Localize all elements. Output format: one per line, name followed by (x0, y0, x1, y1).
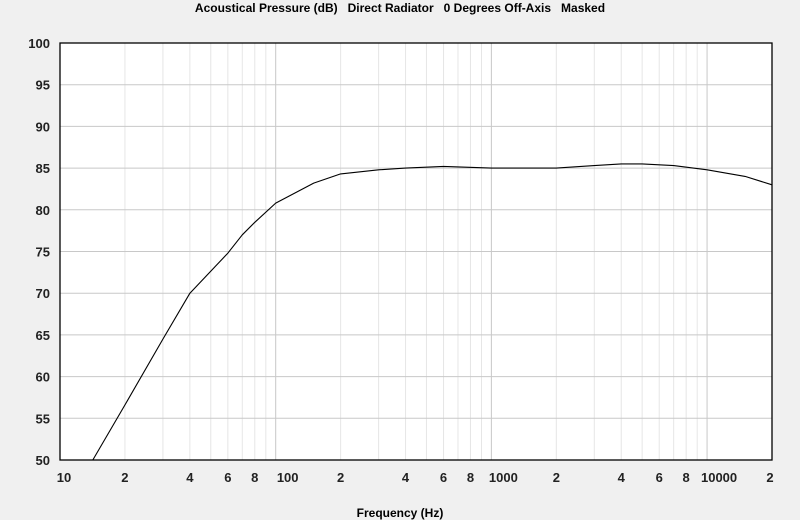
x-tick-label: 8 (683, 470, 690, 485)
x-tick-label: 4 (402, 470, 410, 485)
series-line (92, 163, 773, 461)
x-tick-label: 1000 (489, 470, 518, 485)
x-tick-label: 2 (121, 470, 128, 485)
y-tick-label: 95 (36, 78, 50, 93)
x-axis-label: Frequency (Hz) (356, 506, 444, 520)
chart-title: Acoustical Pressure (dB) Direct Radiator… (194, 1, 606, 15)
y-tick-label: 85 (36, 161, 50, 176)
plot-border (59, 42, 773, 461)
y-tick-label: 65 (36, 328, 50, 343)
x-tick-label: 100 (277, 470, 299, 485)
y-tick-label: 60 (36, 370, 50, 385)
y-tick-label: 55 (36, 411, 50, 426)
x-tick-label: 4 (186, 470, 194, 485)
x-tick-label: 2 (337, 470, 344, 485)
y-tick-label: 80 (36, 203, 50, 218)
x-tick-label: 10000 (701, 470, 737, 485)
x-tick-label: 8 (467, 470, 474, 485)
y-tick-label: 90 (36, 119, 50, 134)
x-tick-label: 6 (224, 470, 231, 485)
x-tick-label: 4 (618, 470, 626, 485)
y-tick-label: 75 (36, 245, 50, 260)
x-tick-label: 2 (766, 470, 773, 485)
x-tick-label: 10 (57, 470, 71, 485)
x-tick-label: 8 (251, 470, 258, 485)
y-tick-label: 100 (28, 36, 50, 51)
y-tick-label: 70 (36, 286, 50, 301)
x-tick-label: 6 (656, 470, 663, 485)
x-tick-label: 2 (553, 470, 560, 485)
x-tick-label: 6 (440, 470, 447, 485)
y-tick-label: 50 (36, 453, 50, 468)
